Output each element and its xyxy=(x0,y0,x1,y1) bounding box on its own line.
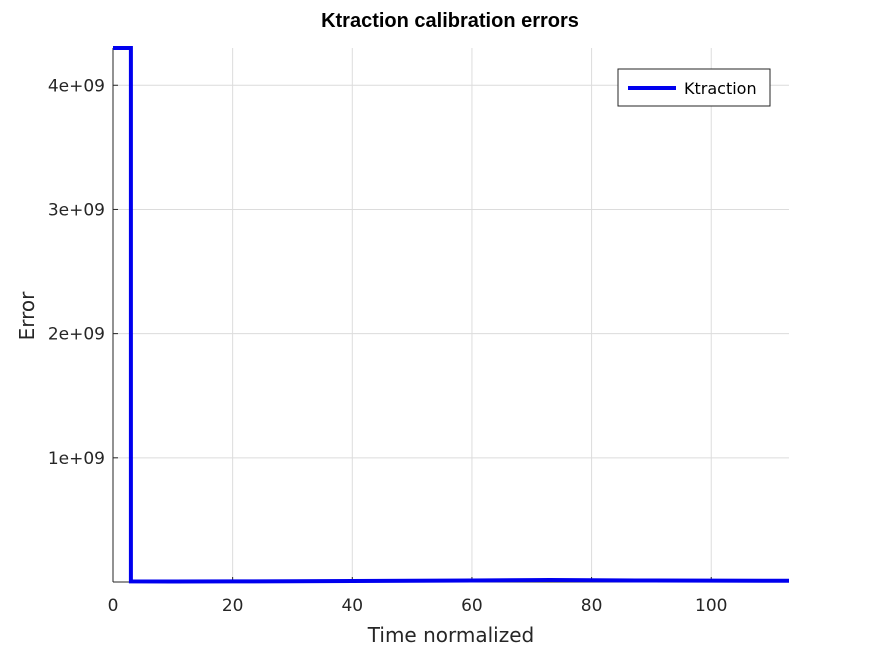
series-line-ktraction xyxy=(113,46,790,584)
y-tick-label: 1e+09 xyxy=(48,449,105,469)
x-axis-label: Time normalized xyxy=(367,623,534,647)
y-tick-label: 2e+09 xyxy=(48,325,105,345)
legend: Ktraction xyxy=(617,68,771,107)
axes xyxy=(112,48,789,583)
x-tick-label: 80 xyxy=(581,596,603,616)
plot-area xyxy=(113,46,790,584)
x-tick-label: 60 xyxy=(461,596,483,616)
legend-label-ktraction: Ktraction xyxy=(684,79,757,98)
y-axis-label: Error xyxy=(15,291,39,341)
x-ticks: 0 20 40 60 80 100 xyxy=(108,577,727,616)
grid xyxy=(113,48,789,582)
x-tick-label: 20 xyxy=(222,596,244,616)
x-tick-label: 100 xyxy=(695,596,727,616)
y-tick-label: 3e+09 xyxy=(48,200,105,220)
y-tick-label: 4e+09 xyxy=(48,76,105,96)
y-ticks: 1e+09 2e+09 3e+09 4e+09 xyxy=(48,76,118,469)
x-tick-label: 40 xyxy=(341,596,363,616)
x-tick-label: 0 xyxy=(108,596,119,616)
chart-title: Ktraction calibration errors xyxy=(321,10,579,32)
